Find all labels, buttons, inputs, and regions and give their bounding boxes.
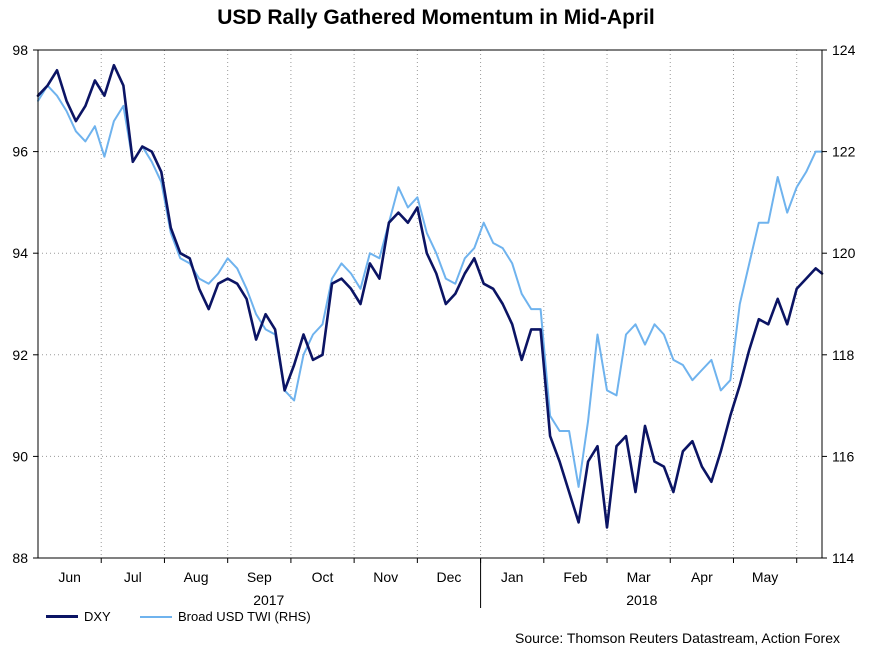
- y-left-tick-label: 94: [12, 245, 28, 261]
- x-tick-label: Aug: [184, 569, 209, 585]
- legend-item-twi: Broad USD TWI (RHS): [140, 609, 311, 624]
- y-right-tick-label: 116: [832, 448, 855, 464]
- y-left-tick-label: 88: [12, 550, 28, 566]
- y-left-tick-label: 98: [12, 42, 28, 58]
- series-lines: [36, 63, 824, 529]
- plot-frame: [37, 49, 823, 559]
- x-tick-label: May: [752, 569, 778, 585]
- y-right-tick-label: 120: [832, 245, 856, 261]
- legend-label-twi: Broad USD TWI (RHS): [178, 609, 311, 624]
- x-tick-label: Dec: [437, 569, 462, 585]
- x-tick-label: Jul: [124, 569, 142, 585]
- legend-swatch-twi: [140, 615, 172, 618]
- legend-item-dxy: DXY: [46, 609, 111, 624]
- y-left-tick-label: 92: [12, 347, 28, 363]
- grid-lines: [38, 50, 822, 558]
- y-right-tick-label: 124: [832, 42, 856, 58]
- series-line-twi: [37, 84, 823, 488]
- x-year-label-2018: 2018: [626, 592, 657, 608]
- legend-label-dxy: DXY: [84, 609, 111, 624]
- x-tick-label: Mar: [627, 569, 651, 585]
- x-tick-label: Feb: [563, 569, 587, 585]
- axes: 88 114 90 116 92 118 94 120 96 122 98 124 Jun Jul Aug S…: [12, 42, 856, 608]
- x-year-label-2017: 2017: [253, 592, 284, 608]
- y-right-tick-label: 122: [832, 144, 856, 160]
- chart-title: USD Rally Gathered Momentum in Mid-April: [217, 6, 655, 29]
- x-tick-label: Jun: [58, 569, 81, 585]
- y-left-tick-label: 96: [12, 144, 28, 160]
- legend-swatch-dxy: [46, 615, 78, 618]
- x-tick-label: Sep: [247, 569, 272, 585]
- x-tick-label: Nov: [373, 569, 398, 585]
- source-note: Source: Thomson Reuters Datastream, Acti…: [515, 630, 840, 646]
- x-tick-label: Apr: [691, 569, 713, 585]
- y-right-tick-label: 114: [832, 550, 855, 566]
- y-left-tick-label: 90: [12, 448, 28, 464]
- series-line-dxy: [36, 63, 824, 529]
- x-tick-label: Jan: [501, 569, 524, 585]
- x-tick-label: Oct: [312, 569, 334, 585]
- y-right-tick-label: 118: [832, 347, 855, 363]
